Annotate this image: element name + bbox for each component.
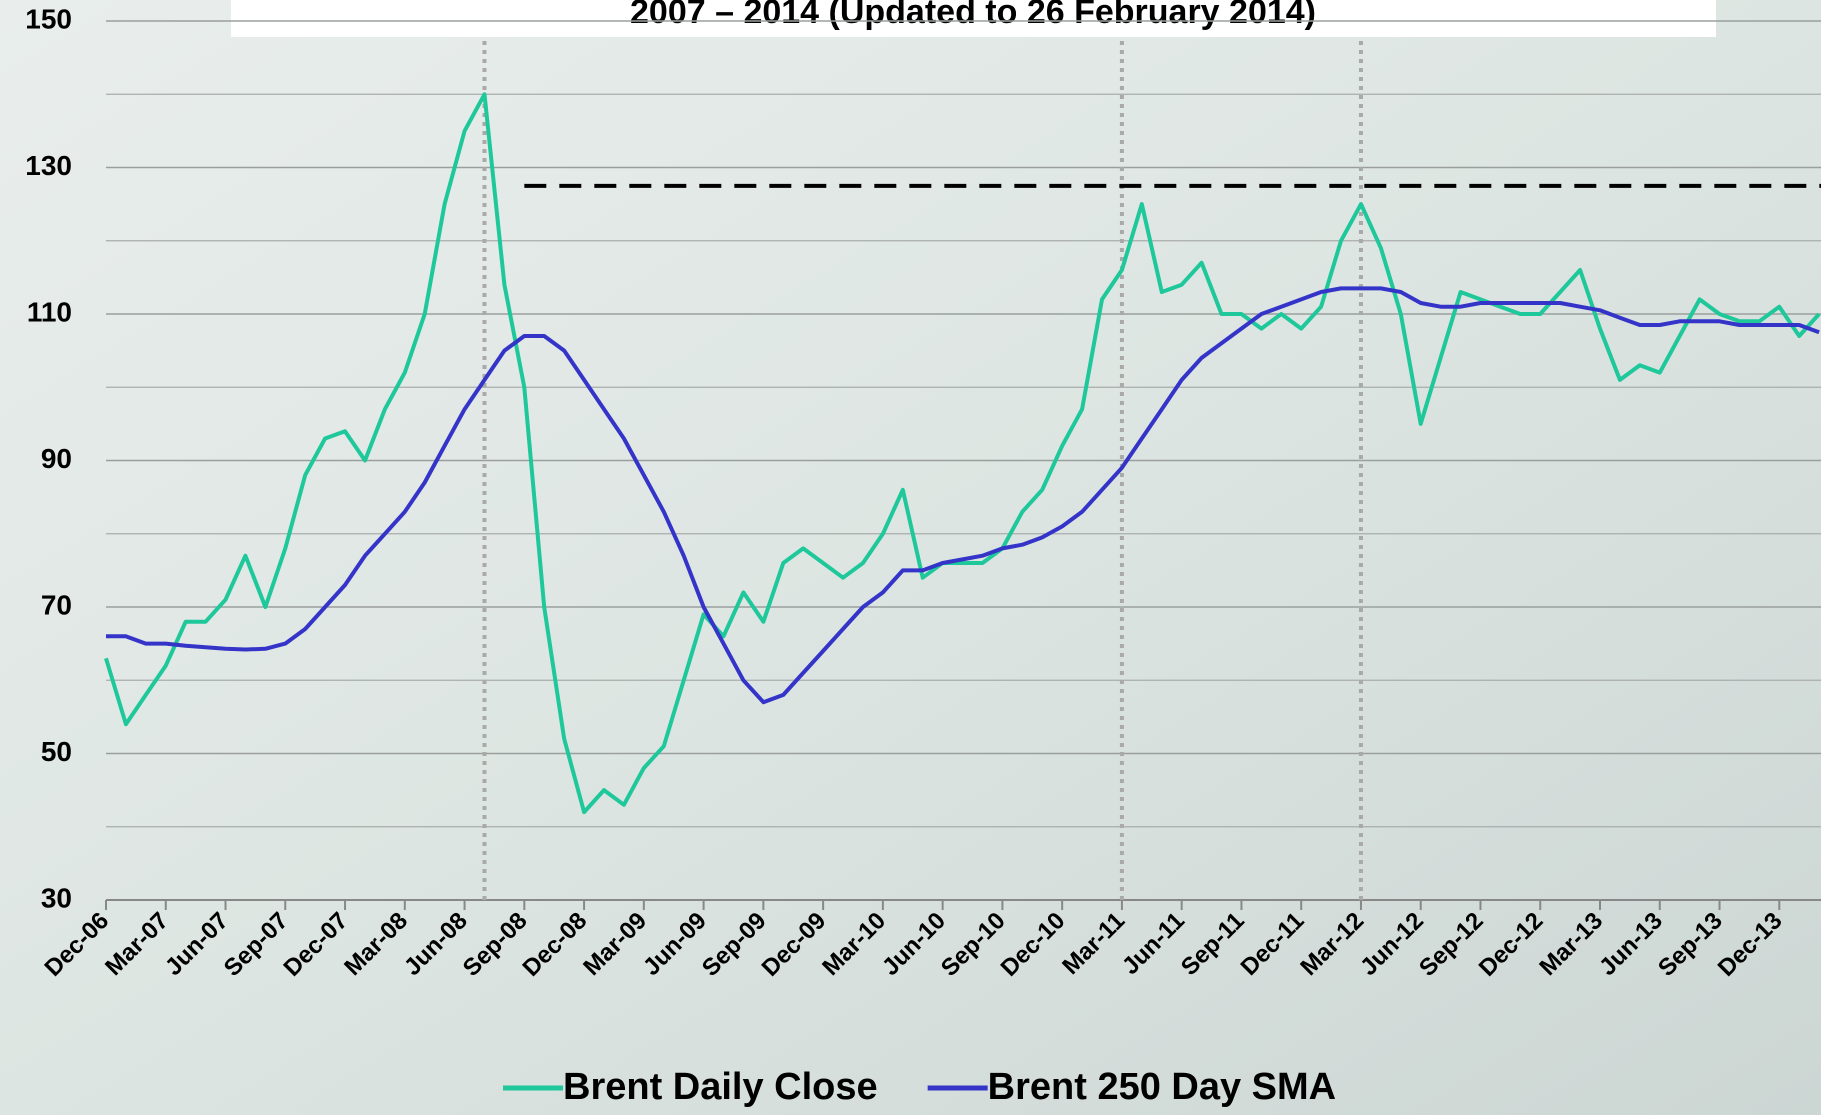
y-tick-label: 30 [41,882,72,913]
y-tick-label: 50 [41,736,72,767]
legend-label: Brent Daily Close [563,1066,878,1108]
y-tick-label: 110 [27,296,72,327]
chart: 2007 – 2014 (Updated to 26 February 2014… [0,0,1821,1115]
y-tick-label: 150 [25,3,72,34]
legend-label: Brent 250 Day SMA [988,1066,1336,1108]
page: {"chart_data": {"type": "line", "title":… [0,0,1821,1115]
chart-title: 2007 – 2014 (Updated to 26 February 2014… [630,0,1316,31]
y-tick-label: 90 [41,443,72,474]
y-tick-label: 70 [41,589,72,620]
y-tick-label: 130 [25,150,72,181]
